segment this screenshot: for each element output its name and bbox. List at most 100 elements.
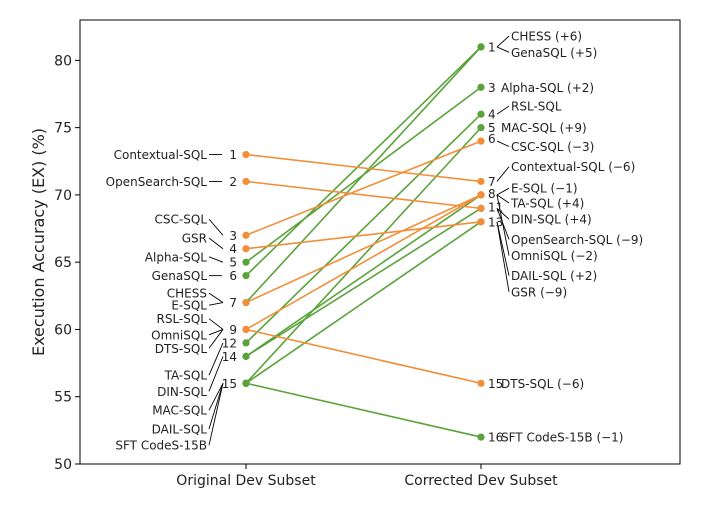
left-name-label: DTS-SQL bbox=[155, 342, 208, 356]
series-line-dts-sql bbox=[245, 328, 482, 385]
right-leader-line bbox=[496, 221, 510, 276]
y-tick-label: 50 bbox=[54, 457, 72, 473]
series-line-alpha-sql bbox=[245, 86, 482, 263]
series-line-gsr bbox=[245, 221, 482, 250]
left-name-label: GSR bbox=[182, 231, 207, 245]
x-tick-label: Original Dev Subset bbox=[176, 473, 316, 489]
right-rank-label: 3 bbox=[488, 81, 496, 95]
point-original-opensearch-sql bbox=[242, 177, 250, 186]
left-name-label: TA-SQL bbox=[164, 369, 208, 383]
left-name-label: SFT CodeS-15B bbox=[115, 439, 207, 453]
right-leader-line bbox=[496, 221, 510, 292]
right-name-label: Alpha-SQL (+2) bbox=[501, 81, 594, 95]
left-rank-label: 3 bbox=[229, 229, 237, 243]
leader-lines bbox=[208, 35, 510, 446]
right-rank-label: 11 bbox=[488, 201, 503, 215]
left-leader-line bbox=[208, 218, 224, 236]
point-original-dts-sql bbox=[242, 325, 250, 334]
point-original-contextual-sql bbox=[242, 150, 250, 159]
right-leader-line bbox=[496, 35, 510, 48]
point-corrected-opensearch-sql bbox=[477, 204, 485, 212]
right-name-label: E-SQL (−1) bbox=[511, 182, 578, 196]
point-original-rsl-sql bbox=[242, 339, 250, 347]
series-line-ta-sql bbox=[245, 194, 482, 358]
point-corrected-contextual-sql bbox=[477, 177, 485, 186]
right-name-label: OpenSearch-SQL (−9) bbox=[511, 233, 643, 247]
right-name-label: OmniSQL (−2) bbox=[511, 249, 598, 263]
right-leader-line bbox=[496, 194, 510, 204]
left-rank-label: 15 bbox=[222, 377, 237, 391]
left-leader-line bbox=[208, 383, 224, 411]
series-line-sft-codes-15b bbox=[245, 382, 482, 438]
right-name-label: DIN-SQL (+4) bbox=[511, 213, 592, 227]
left-leader-line bbox=[208, 256, 224, 263]
left-name-label: CSC-SQL bbox=[155, 213, 208, 227]
right-leader-line bbox=[496, 187, 510, 196]
left-rank-label: 14 bbox=[222, 350, 237, 364]
point-corrected-rsl-sql bbox=[477, 110, 485, 118]
left-name-label: OmniSQL bbox=[151, 328, 207, 342]
y-axis: 50 55 60 65 70 75 80 bbox=[54, 53, 80, 473]
y-tick-label: 55 bbox=[54, 390, 72, 406]
left-leader-line bbox=[208, 318, 224, 330]
right-rank-label: 1 bbox=[488, 40, 496, 54]
left-leader-line bbox=[208, 329, 224, 349]
left-name-label: Contextual-SQL bbox=[114, 148, 208, 162]
left-leader-line bbox=[208, 292, 224, 303]
right-leader-line bbox=[496, 166, 510, 182]
series-line-dail-sql bbox=[245, 221, 482, 384]
series-line-e-sql bbox=[245, 194, 482, 304]
left-leader-line bbox=[208, 237, 224, 250]
y-tick-label: 80 bbox=[54, 53, 72, 69]
series-line-csc-sql bbox=[245, 140, 482, 237]
left-name-label: MAC-SQL bbox=[152, 404, 207, 418]
right-rank-label: 7 bbox=[488, 175, 496, 189]
right-leader-line bbox=[496, 105, 510, 115]
point-original-gsr bbox=[242, 245, 250, 253]
point-corrected-dts-sql bbox=[477, 379, 485, 387]
right-rank-label: 5 bbox=[488, 121, 496, 135]
series-line-omnisql bbox=[245, 194, 482, 331]
right-leader-line bbox=[496, 140, 510, 147]
right-leader-line bbox=[496, 194, 510, 256]
left-leader-line bbox=[208, 356, 224, 392]
right-leader-line bbox=[496, 46, 510, 53]
right-rank-label: 13 bbox=[488, 215, 503, 229]
left-name-label: GenaSQL bbox=[152, 269, 208, 283]
point-corrected-csc-sql bbox=[477, 137, 485, 145]
y-tick-label: 75 bbox=[54, 121, 72, 137]
left-rank-label: 1 bbox=[229, 148, 237, 162]
plot-frame bbox=[79, 19, 681, 465]
series-line-din-sql bbox=[245, 207, 482, 358]
left-name-label: DAIL-SQL bbox=[152, 423, 208, 437]
point-original-csc-sql bbox=[242, 231, 250, 239]
x-tick-label: Corrected Dev Subset bbox=[404, 473, 558, 489]
right-name-label: GenaSQL (+5) bbox=[511, 46, 597, 60]
point-original-e-sql bbox=[242, 298, 250, 307]
right-name-label: TA-SQL (+4) bbox=[510, 196, 584, 210]
right-rank-label: 16 bbox=[488, 431, 503, 445]
right-leader-line bbox=[496, 208, 510, 220]
y-tick-label: 60 bbox=[54, 322, 72, 338]
series-line-contextual-sql bbox=[245, 153, 482, 183]
left-name-label: CHESS bbox=[167, 287, 207, 301]
point-original-din-sql bbox=[242, 352, 250, 360]
left-rank-label: 12 bbox=[222, 336, 237, 350]
right-rank-label: 4 bbox=[488, 108, 496, 122]
x-axis: Original Dev Subset Corrected Dev Subset bbox=[176, 464, 558, 489]
left-rank-label: 2 bbox=[229, 175, 237, 189]
axes-frame bbox=[79, 19, 681, 465]
left-rank-label: 6 bbox=[229, 269, 237, 283]
right-name-label: DAIL-SQL (+2) bbox=[511, 269, 597, 283]
right-name-label: CSC-SQL (−3) bbox=[511, 140, 594, 154]
right-name-label: SFT CodeS-15B (−1) bbox=[501, 431, 624, 445]
left-leader-line bbox=[208, 342, 224, 376]
left-rank-label: 7 bbox=[229, 296, 237, 310]
series-line-rsl-sql bbox=[245, 113, 482, 344]
left-rank-label: 5 bbox=[229, 256, 237, 270]
y-axis-label: Execution Accuracy (EX) (%) bbox=[29, 128, 48, 356]
point-corrected-alpha-sql bbox=[477, 83, 485, 91]
left-name-label: RSL-SQL bbox=[156, 312, 207, 326]
series-points bbox=[242, 43, 485, 441]
right-name-label: MAC-SQL (+9) bbox=[501, 121, 587, 135]
